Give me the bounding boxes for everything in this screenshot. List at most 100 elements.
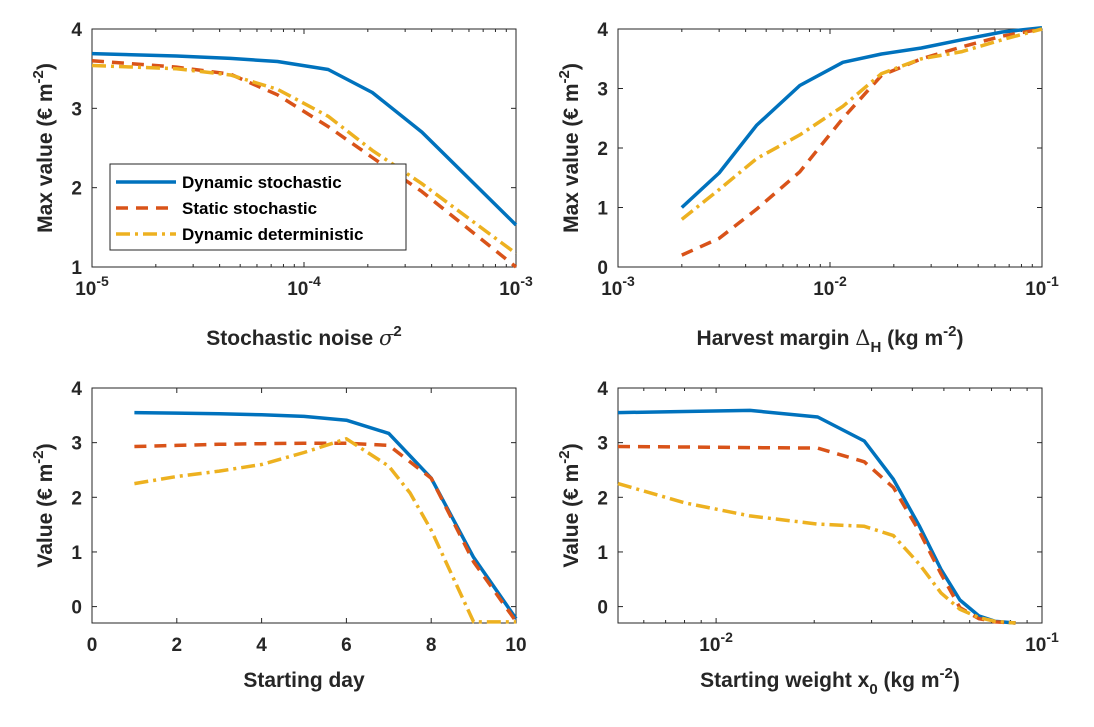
y-label-close: ) xyxy=(560,443,583,450)
x-tick-label: 10-3 xyxy=(499,273,533,300)
y-tick-label: 2 xyxy=(597,488,608,509)
x-tick-label: 10-3 xyxy=(601,273,635,300)
y-tick-label: 2 xyxy=(71,179,82,200)
x-tick-label: 10 xyxy=(505,635,526,656)
x-tick-exponent: -3 xyxy=(622,273,635,289)
y-label-superscript: -2 xyxy=(556,450,573,463)
y-label-superscript: -2 xyxy=(556,70,573,83)
y-tick-label: 1 xyxy=(71,543,82,564)
x-label-tail: (kg m xyxy=(878,669,940,692)
legend-label-dynamic-stochastic: Dynamic stochastic xyxy=(182,173,342,192)
y-label-close: ) xyxy=(34,63,57,70)
y-tick-label: 3 xyxy=(597,80,608,101)
y-tick-label: 2 xyxy=(71,488,82,509)
x-tick-mantissa: 10 xyxy=(1025,635,1046,656)
x-tick-mantissa: 10 xyxy=(287,279,308,300)
x-label-main: Harvest margin xyxy=(697,327,856,350)
axes-box xyxy=(617,28,1043,268)
y-tick-label: 1 xyxy=(597,199,608,220)
x-axis-label: Starting day xyxy=(243,669,365,692)
x-tick-label: 6 xyxy=(341,635,352,656)
series-dynamic-stochastic-line xyxy=(680,26,1043,209)
legend: Dynamic stochastic Static stochastic Dynam… xyxy=(109,163,407,251)
x-tick-exponent: -4 xyxy=(308,273,321,289)
x-label-symbol: Δ xyxy=(855,326,870,350)
x-tick-exponent: -5 xyxy=(96,273,109,289)
y-label-main: Value (€ m xyxy=(34,464,57,568)
x-label-tail: (kg m xyxy=(881,327,943,350)
x-label-main: Starting weight x xyxy=(700,669,870,692)
x-tick-text: 0 xyxy=(87,635,98,656)
y-label-close: ) xyxy=(34,443,57,450)
y-tick-label: 0 xyxy=(597,258,608,279)
y-tick-label: 3 xyxy=(71,99,82,120)
y-label-superscript: -2 xyxy=(30,450,47,463)
series-static-stochastic-line xyxy=(134,441,518,623)
x-label-main: Stochastic noise xyxy=(206,327,379,350)
x-tick-text: 8 xyxy=(426,635,437,656)
series-dynamic-stochastic-line xyxy=(617,408,1016,625)
x-tick-exponent: -1 xyxy=(1046,273,1059,289)
x-label-superscript: -2 xyxy=(943,323,956,340)
y-tick-label: 4 xyxy=(597,20,608,41)
x-tick-label: 0 xyxy=(87,635,98,656)
y-axis-label: Max value (€ m-2) xyxy=(30,63,57,233)
x-tick-label: 4 xyxy=(256,635,267,656)
legend-label-dynamic-deterministic: Dynamic deterministic xyxy=(182,225,363,244)
x-tick-label: 10-1 xyxy=(1025,629,1059,656)
series-dynamic-deterministic-line xyxy=(680,27,1043,221)
y-label-main: Max value (€ m xyxy=(34,83,57,232)
x-axis-label: Harvest margin ΔH (kg m-2) xyxy=(697,323,964,356)
x-tick-text: 10 xyxy=(505,635,526,656)
y-tick-label: 4 xyxy=(71,379,82,400)
x-label-symbol: σ xyxy=(379,326,394,350)
x-tick-mantissa: 10 xyxy=(75,279,96,300)
y-label-main: Value (€ m xyxy=(560,464,583,568)
x-tick-mantissa: 10 xyxy=(499,279,520,300)
y-axis-label: Value (€ m-2) xyxy=(556,443,583,567)
x-tick-label: 10-1 xyxy=(1025,273,1059,300)
x-label-superscript: 2 xyxy=(393,323,401,340)
axes-box xyxy=(91,387,517,624)
x-tick-label: 10-4 xyxy=(287,273,321,300)
y-axis-label: Max value (€ m-2) xyxy=(556,63,583,233)
y-axis-label: Value (€ m-2) xyxy=(30,443,57,567)
x-axis-label: Starting weight x0 (kg m-2) xyxy=(700,665,960,698)
x-label-close: ) xyxy=(953,669,960,692)
x-tick-exponent: -2 xyxy=(720,629,733,645)
x-tick-exponent: -2 xyxy=(834,273,847,289)
x-label-main: Starting day xyxy=(243,669,365,692)
legend-label-static-stochastic: Static stochastic xyxy=(182,199,317,218)
y-tick-label: 3 xyxy=(597,434,608,455)
y-tick-label: 4 xyxy=(71,20,82,41)
series-dynamic-stochastic-line xyxy=(134,410,518,620)
y-label-main: Max value (€ m xyxy=(560,83,583,232)
x-tick-label: 8 xyxy=(426,635,437,656)
y-tick-label: 0 xyxy=(597,598,608,619)
x-tick-text: 4 xyxy=(256,635,267,656)
axes-box xyxy=(617,387,1043,624)
x-tick-label: 10-2 xyxy=(813,273,847,300)
x-tick-mantissa: 10 xyxy=(813,279,834,300)
x-tick-label: 10-5 xyxy=(75,273,109,300)
x-axis-label: Stochastic noise σ2 xyxy=(206,323,401,350)
y-label-close: ) xyxy=(560,63,583,70)
series-dynamic-stochastic-line xyxy=(91,51,518,227)
x-tick-exponent: -1 xyxy=(1046,629,1059,645)
x-label-superscript: -2 xyxy=(940,665,953,682)
x-tick-mantissa: 10 xyxy=(1025,279,1046,300)
y-label-superscript: -2 xyxy=(30,70,47,83)
panel-day: 0 2 4 6 8 10 0 1 2 3 4 Starting day Value (€ m-2) xyxy=(30,379,527,692)
y-tick-label: 4 xyxy=(597,379,608,400)
x-tick-exponent: -3 xyxy=(520,273,533,289)
series-static-stochastic-line xyxy=(91,58,518,269)
x-tick-text: 6 xyxy=(341,635,352,656)
x-tick-text: 2 xyxy=(172,635,183,656)
x-tick-mantissa: 10 xyxy=(699,635,720,656)
x-label-close: ) xyxy=(956,327,963,350)
x-label-subscript: 0 xyxy=(869,681,877,698)
series-static-stochastic-line xyxy=(617,444,1016,625)
